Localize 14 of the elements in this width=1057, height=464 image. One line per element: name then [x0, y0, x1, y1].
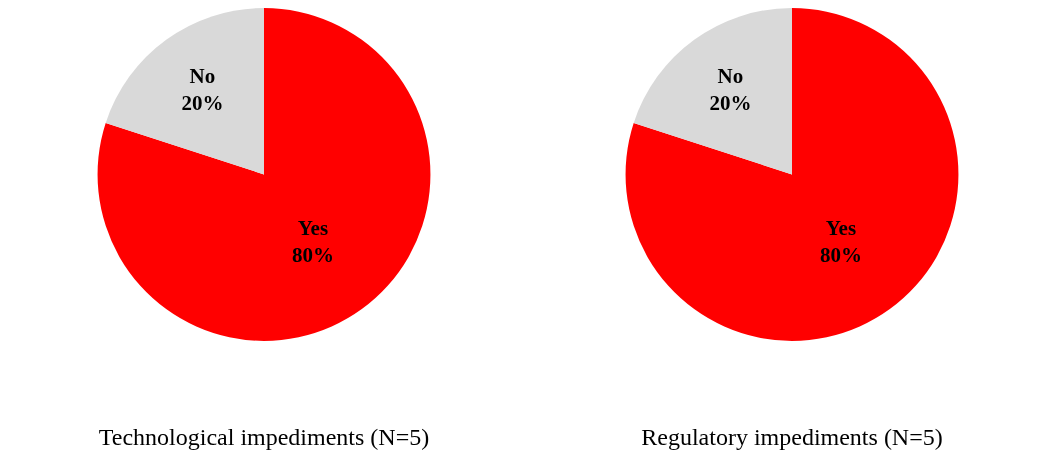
text: Technological impediments (N=5) — [98, 424, 430, 451]
data-label: 80% — [291, 243, 334, 268]
pie-slice — [105, 8, 264, 175]
pie-slice — [625, 8, 959, 341]
text: Regulatory impediments (N=5) — [641, 424, 943, 451]
slice-label: Yes — [297, 216, 329, 241]
pie-slice — [633, 8, 792, 175]
slice-label: No — [189, 63, 216, 88]
slice-label: No — [717, 63, 744, 88]
slice-label: Yes — [825, 216, 857, 241]
pie-slice — [97, 8, 431, 341]
data-label: 20% — [709, 91, 752, 116]
data-label: 20% — [181, 91, 224, 116]
data-label: 80% — [819, 243, 862, 268]
